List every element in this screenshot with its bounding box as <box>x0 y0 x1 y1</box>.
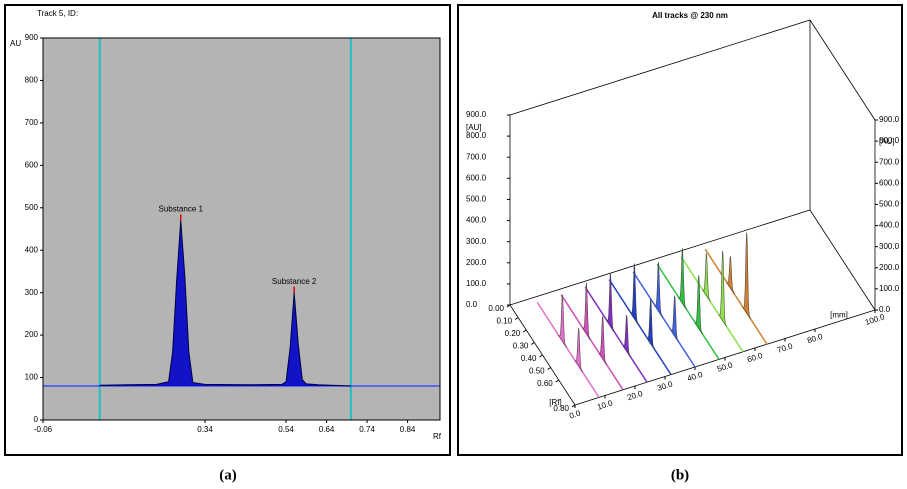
x-tick <box>531 342 535 345</box>
x-tick <box>547 367 551 370</box>
x-tick-label: 0.84 <box>400 425 416 434</box>
y-tick-label: 0.0 <box>568 408 582 420</box>
peak <box>694 274 703 335</box>
z-tick-label: 200.0 <box>466 258 487 267</box>
y-tick-label: 700 <box>25 118 39 127</box>
x-tick-label: 0.80 <box>553 404 569 413</box>
peak <box>598 315 607 365</box>
track-line <box>584 286 648 383</box>
y-axis-label: AU <box>10 39 21 48</box>
track-line <box>536 301 600 398</box>
peak <box>678 247 687 310</box>
z-tick-label: 500.0 <box>466 195 487 204</box>
z-tick-label: 200.0 <box>879 263 900 272</box>
z-tick-label: 500.0 <box>879 200 900 209</box>
z-tick-label: 700.0 <box>879 157 900 166</box>
x-tick <box>539 354 543 358</box>
box-edge <box>509 19 811 116</box>
track-line <box>680 256 744 353</box>
x-tick-label: 0.34 <box>197 425 213 434</box>
track-line <box>560 294 624 391</box>
z-tick-label: 600.0 <box>879 178 900 187</box>
z-axis-label: [AU] <box>466 123 482 132</box>
x-axis-label: Rf <box>433 432 442 441</box>
z-tick-label: 0.0 <box>879 305 891 314</box>
x-tick-label: 0.00 <box>488 304 504 313</box>
panel-b-frame <box>457 4 903 456</box>
z-axis-label: [AU] <box>879 137 895 146</box>
z-tick-label: 100.0 <box>879 284 900 293</box>
z-tick-label: 400.0 <box>879 221 900 230</box>
x-tick <box>506 304 511 308</box>
y-tick-label: 900 <box>25 33 39 42</box>
peak <box>606 272 615 333</box>
track-line <box>656 263 720 360</box>
peak <box>630 263 639 325</box>
x-tick-label: 0.30 <box>513 342 529 351</box>
x-tick-label: 0.50 <box>529 367 545 376</box>
x-tick-label: 0.20 <box>505 329 521 338</box>
peak <box>702 252 711 302</box>
x-tick-label: 0.64 <box>319 425 335 434</box>
box-edge <box>509 209 811 306</box>
peak <box>622 314 631 358</box>
y-tick-label: 200 <box>25 330 39 339</box>
peak <box>646 298 655 350</box>
peak <box>558 294 567 348</box>
plot-area <box>43 38 440 420</box>
peak <box>654 261 663 317</box>
annotation: Substance 2 <box>272 277 317 286</box>
peak <box>726 256 735 295</box>
z-tick-label: 800.0 <box>466 131 487 140</box>
z-tick-label: 300.0 <box>466 237 487 246</box>
track-line <box>632 271 696 368</box>
z-tick-label: 600.0 <box>466 173 487 182</box>
y-tick-label: 500 <box>25 203 39 212</box>
z-tick-label: 800.0 <box>879 136 900 145</box>
y-tick-label: 400 <box>25 245 39 254</box>
peak <box>670 295 679 342</box>
box-edge <box>809 209 876 311</box>
z-tick-label: 400.0 <box>466 216 487 225</box>
x-tick-label: 0.60 <box>537 379 553 388</box>
x-axis-label: [Rf] <box>549 398 561 407</box>
track-line <box>704 248 768 345</box>
x-tick-label: -0.06 <box>34 425 53 434</box>
peak <box>718 250 727 327</box>
z-tick-label: 900.0 <box>879 115 900 124</box>
z-tick-label: 100.0 <box>466 279 487 288</box>
box-edge <box>809 19 876 121</box>
x-tick <box>522 329 527 333</box>
x-tick-label: 0.54 <box>278 425 294 434</box>
chart-title: Track 5, ID: <box>37 9 78 18</box>
z-tick-label: 300.0 <box>879 242 900 251</box>
peak <box>582 282 591 340</box>
y-tick-label: 600 <box>25 160 39 169</box>
z-tick-label: 700.0 <box>466 152 487 161</box>
peak <box>742 232 751 320</box>
y-axis-label: [mm] <box>830 311 848 320</box>
panel-label: (a) <box>219 467 237 483</box>
z-tick-label: 900.0 <box>466 110 487 119</box>
annotation: Substance 1 <box>158 205 203 214</box>
panel-label: (b) <box>671 467 689 483</box>
x-tick <box>514 317 519 320</box>
x-tick-label: 0.10 <box>497 317 513 326</box>
track-line <box>608 279 672 376</box>
x-tick-label: 0.40 <box>521 354 537 363</box>
x-tick-label: 0.74 <box>359 425 375 434</box>
x-tick <box>555 379 560 383</box>
plot-border <box>42 37 441 421</box>
y-tick-label: 300 <box>25 288 39 297</box>
y-tick-label: 800 <box>25 76 39 85</box>
y-tick-label: 100 <box>25 373 39 382</box>
chart-title: All tracks @ 230 nm <box>652 11 728 20</box>
y-tick-label: 0 <box>34 415 39 424</box>
z-tick-label: 0.0 <box>466 300 478 309</box>
signal-line <box>99 220 351 387</box>
peak <box>574 327 583 373</box>
